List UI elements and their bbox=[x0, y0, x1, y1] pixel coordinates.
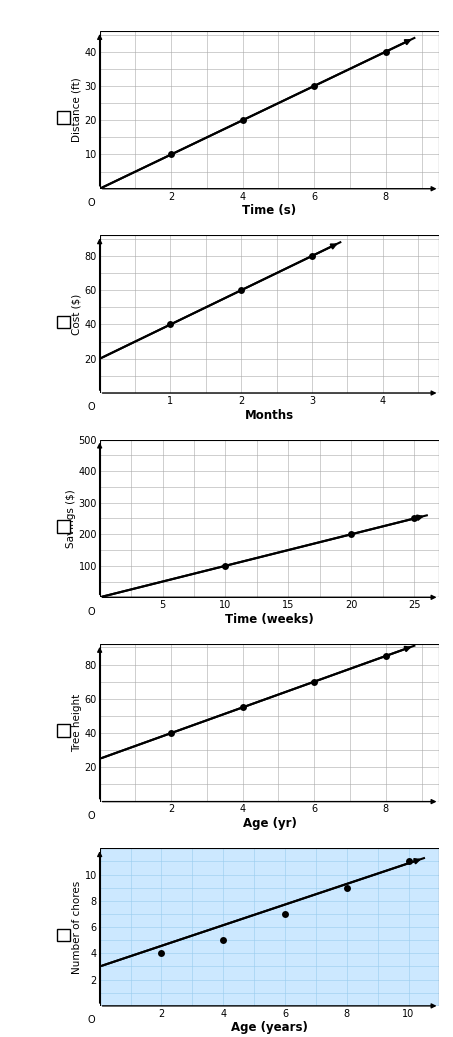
Y-axis label: Tree height: Tree height bbox=[72, 694, 82, 752]
Y-axis label: Savings ($): Savings ($) bbox=[66, 489, 76, 548]
Text: O: O bbox=[87, 402, 95, 413]
Y-axis label: Distance (ft): Distance (ft) bbox=[72, 78, 82, 142]
X-axis label: Time (weeks): Time (weeks) bbox=[225, 613, 314, 626]
Y-axis label: Number of chores: Number of chores bbox=[72, 880, 82, 974]
X-axis label: Months: Months bbox=[245, 409, 294, 422]
X-axis label: Age (yr): Age (yr) bbox=[243, 817, 296, 831]
X-axis label: Time (s): Time (s) bbox=[242, 204, 297, 218]
Y-axis label: Cost ($): Cost ($) bbox=[72, 293, 82, 335]
Text: O: O bbox=[87, 1015, 95, 1026]
Text: O: O bbox=[87, 198, 95, 208]
X-axis label: Age (years): Age (years) bbox=[231, 1021, 308, 1035]
Text: O: O bbox=[87, 811, 95, 821]
Text: O: O bbox=[87, 607, 95, 617]
